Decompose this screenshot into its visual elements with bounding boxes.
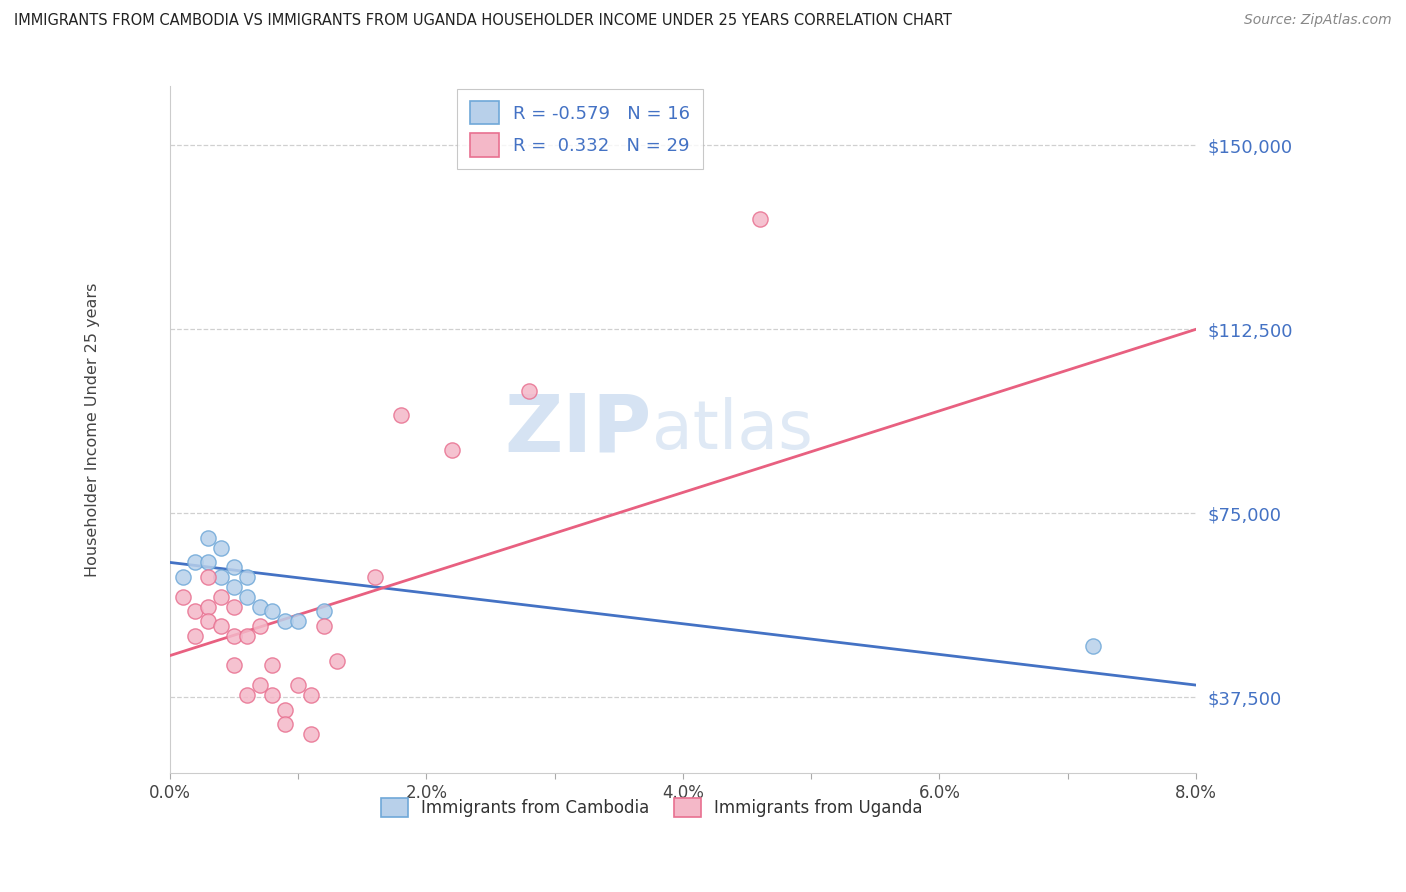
Point [262, 605, 284, 619]
Y-axis label: Householder Income Under 25 years: Householder Income Under 25 years [86, 283, 100, 577]
Point [222, 658, 245, 673]
Legend: Immigrants from Cambodia, Immigrants from Uganda: Immigrants from Cambodia, Immigrants fro… [374, 791, 929, 823]
Text: IMMIGRANTS FROM CAMBODIA VS IMMIGRANTS FROM UGANDA HOUSEHOLDER INCOME UNDER 25 Y: IMMIGRANTS FROM CAMBODIA VS IMMIGRANTS F… [14, 13, 952, 29]
Point [209, 619, 232, 633]
Point [197, 570, 219, 584]
Point [209, 541, 232, 555]
Point [197, 599, 219, 614]
Point [222, 599, 245, 614]
Point [274, 703, 297, 717]
Point [197, 615, 219, 629]
Point [517, 384, 540, 398]
Point [249, 599, 271, 614]
Point [172, 570, 194, 584]
Point [235, 688, 257, 702]
Point [299, 688, 322, 702]
Text: Source: ZipAtlas.com: Source: ZipAtlas.com [1244, 13, 1392, 28]
Point [389, 408, 412, 422]
Point [222, 629, 245, 643]
Point [364, 570, 387, 584]
Point [172, 590, 194, 604]
Point [262, 688, 284, 702]
Point [209, 590, 232, 604]
Point [748, 211, 770, 226]
Point [312, 619, 335, 633]
Point [312, 605, 335, 619]
Point [1083, 639, 1105, 653]
Point [249, 678, 271, 692]
Text: ZIP: ZIP [505, 391, 652, 469]
Point [287, 678, 309, 692]
Point [274, 717, 297, 731]
Point [235, 570, 257, 584]
Point [262, 658, 284, 673]
Point [274, 615, 297, 629]
Point [184, 555, 207, 569]
Point [184, 629, 207, 643]
Text: atlas: atlas [652, 397, 813, 463]
Point [209, 570, 232, 584]
Point [197, 531, 219, 545]
Point [184, 605, 207, 619]
Point [325, 654, 347, 668]
Point [222, 580, 245, 594]
Point [440, 442, 463, 457]
Point [235, 590, 257, 604]
Point [222, 560, 245, 574]
Point [249, 619, 271, 633]
Point [235, 629, 257, 643]
Point [299, 727, 322, 741]
Point [197, 555, 219, 569]
Point [287, 615, 309, 629]
